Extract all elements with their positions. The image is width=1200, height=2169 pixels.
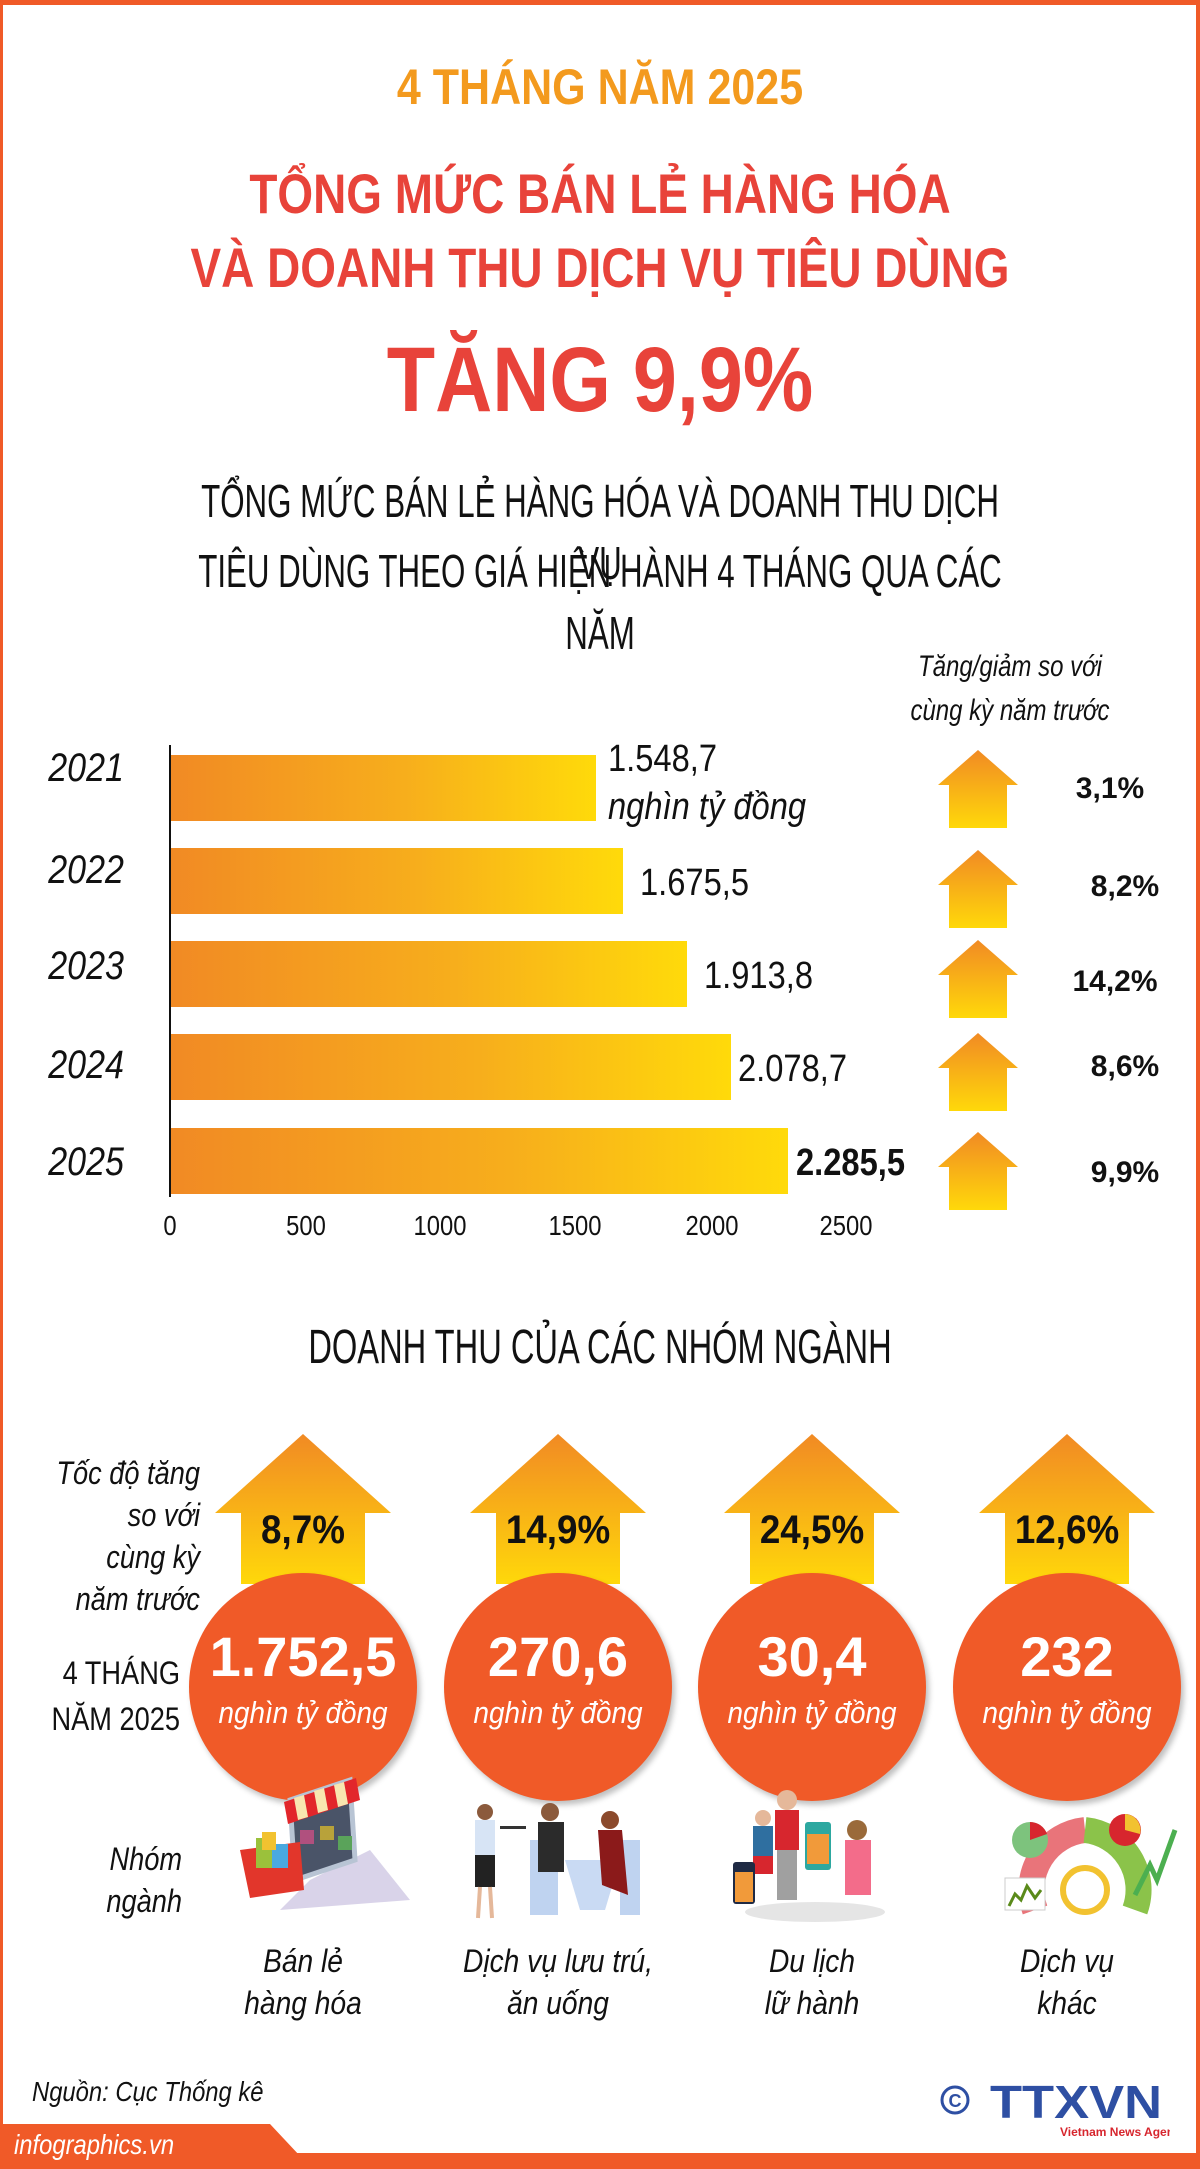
x-tick: 2500 — [819, 1210, 873, 1241]
group-unit: nghìn tỷ đồng — [982, 1695, 1152, 1730]
x-tick: 1000 — [413, 1210, 467, 1241]
y-axis-line — [169, 745, 171, 1197]
group-name: Dịch vụ khác — [1020, 1943, 1114, 2021]
footer-band — [0, 2153, 1200, 2169]
x-tick: 0 — [163, 1210, 177, 1241]
x-tick: 500 — [286, 1210, 326, 1241]
group-unit: nghìn tỷ đồng — [727, 1695, 897, 1730]
ttxvn-logo: C TTXVN Vietnam News Agency — [940, 2076, 1170, 2139]
bar-2022 — [171, 848, 623, 914]
bar-unit-label: nghìn tỷ đồng — [608, 786, 807, 828]
headline-line-2: VÀ DOANH THU DỊCH VỤ TIÊU DÙNG — [190, 236, 1010, 299]
group-value-circle: 270,6 nghìn tỷ đồng — [444, 1573, 672, 1801]
growth-rate-caption: Tốc độ tăng so với cùng kỳ năm trước — [56, 1455, 200, 1617]
group-growth-value: 12,6% — [1014, 1508, 1120, 1552]
analytics-charts-icon — [1004, 1814, 1178, 1915]
group-growth-value: 24,5% — [759, 1508, 865, 1552]
growth-arrow-icon — [470, 1434, 646, 1584]
bar-2025 — [171, 1128, 788, 1194]
bar-value-label: 1.913,8 — [704, 955, 814, 997]
group-growth-value: 8,7% — [261, 1508, 345, 1552]
chart-title-line-1: TỔNG MỨC BÁN LẺ HÀNG HÓA VÀ DOANH THU DỊ… — [201, 475, 999, 589]
group-value: 1.752,5 — [209, 1625, 397, 1688]
growth-arrow-icon — [724, 1434, 900, 1584]
group-name: Du lịch lữ hành — [764, 1943, 860, 2021]
group-value: 232 — [1020, 1625, 1114, 1688]
up-arrow-icon — [938, 850, 1018, 928]
year-label: 2024 — [48, 1043, 124, 1087]
year-label: 2022 — [48, 848, 124, 892]
yoy-change-value: 9,9% — [1090, 1156, 1160, 1189]
yoy-change-value: 14,2% — [1072, 965, 1158, 998]
growth-arrow-icon — [215, 1434, 391, 1584]
retail-store-basket-icon — [240, 1776, 410, 1910]
groups-section-title: DOANH THU CỦA CÁC NHÓM NGÀNH — [308, 1321, 892, 1374]
bar-value-label: 2.285,5 — [796, 1142, 906, 1184]
bar-value-label: 1.675,5 — [640, 862, 750, 904]
svg-text:TTXVN: TTXVN — [990, 2076, 1162, 2128]
yoy-change-caption: Tăng/giảm so với cùng kỳ năm trước — [910, 650, 1110, 727]
bar-2021 — [171, 755, 596, 821]
frame-right-border — [1196, 0, 1200, 2169]
period-caption: 4 THÁNG NĂM 2025 — [51, 1655, 180, 1737]
svg-text:Vietnam News Agency: Vietnam News Agency — [1060, 2125, 1170, 2139]
bar-value-label: 2.078,7 — [738, 1048, 848, 1090]
yoy-change-value: 8,2% — [1090, 870, 1160, 903]
group-value-circle: 1.752,5 nghìn tỷ đồng — [189, 1573, 417, 1801]
year-label: 2023 — [48, 944, 124, 988]
chart-title-line-2: TIÊU DÙNG THEO GIÁ HIỆN HÀNH 4 THÁNG QUA… — [198, 545, 1002, 659]
headline-line-1: TỔNG MỨC BÁN LẺ HÀNG HÓA — [249, 162, 951, 225]
group-name: Bán lẻ hàng hóa — [244, 1943, 362, 2021]
group-value: 270,6 — [487, 1625, 629, 1688]
group-growth-value: 14,9% — [505, 1508, 611, 1552]
frame-left-border — [0, 0, 3, 2169]
x-tick: 1500 — [548, 1210, 602, 1241]
group-caption: Nhóm ngành — [106, 1841, 182, 1919]
headline-highlight: TĂNG 9,9% — [386, 329, 814, 431]
up-arrow-icon — [938, 940, 1018, 1018]
group-value-circle: 232 nghìn tỷ đồng — [953, 1573, 1181, 1801]
group-value: 30,4 — [757, 1625, 867, 1688]
up-arrow-icon — [938, 750, 1018, 828]
year-label: 2021 — [48, 746, 124, 790]
group-name: Dịch vụ lưu trú, ăn uống — [463, 1943, 653, 2021]
frame-top-border — [0, 0, 1200, 5]
kicker-title: 4 THÁNG NĂM 2025 — [396, 59, 804, 115]
group-value-circle: 30,4 nghìn tỷ đồng — [698, 1573, 926, 1801]
up-arrow-icon — [938, 1033, 1018, 1111]
restaurant-dining-icon — [475, 1803, 640, 1919]
footer-tab — [0, 2124, 300, 2156]
travelers-luggage-icon — [733, 1790, 885, 1922]
bar-value-label: 1.548,7 — [608, 738, 718, 780]
site-link[interactable]: infographics.vn — [14, 2129, 175, 2160]
x-tick: 2000 — [685, 1210, 739, 1241]
yoy-change-value: 3,1% — [1075, 772, 1145, 805]
yoy-change-value: 8,6% — [1090, 1050, 1160, 1083]
group-unit: nghìn tỷ đồng — [218, 1695, 388, 1730]
year-label: 2025 — [48, 1140, 124, 1184]
bar-2023 — [171, 941, 687, 1007]
source-note: Nguồn: Cục Thống kê — [32, 2076, 264, 2107]
up-arrow-icon — [938, 1132, 1018, 1210]
growth-arrow-icon — [979, 1434, 1155, 1584]
svg-text:C: C — [949, 2091, 962, 2111]
bar-2024 — [171, 1034, 731, 1100]
group-unit: nghìn tỷ đồng — [473, 1695, 643, 1730]
